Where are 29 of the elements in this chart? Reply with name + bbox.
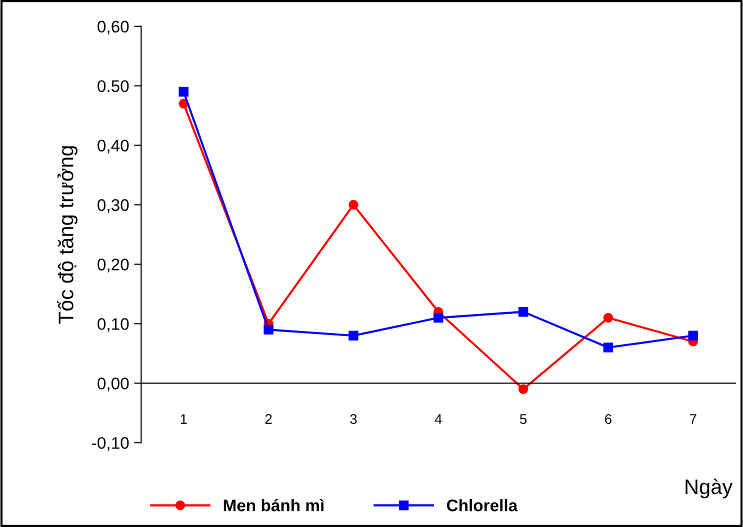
y-tick-label: 0,20 [98, 258, 129, 272]
x-tick-label: 4 [434, 414, 442, 424]
point [434, 312, 444, 323]
y-axis-title: Tốc độ tăng trưởng [57, 146, 78, 324]
x-axis-title: Ngày [686, 478, 733, 498]
point [688, 330, 698, 340]
y-tick-label: 0,30 [98, 199, 129, 213]
point [518, 384, 528, 394]
point [178, 86, 188, 97]
y-tick-label: 0.50 [98, 80, 129, 92]
y-tick-label: 0,60 [98, 20, 129, 35]
x-tick-label: 5 [520, 414, 527, 424]
y-tick-label: -0,10 [92, 437, 129, 451]
x-tick-label: 6 [605, 414, 612, 424]
x-tick-label: 1 [180, 414, 187, 424]
point [348, 330, 358, 340]
x-tick-label: 7 [690, 414, 696, 424]
point [518, 306, 528, 317]
y-tick-label: 0,40 [98, 140, 129, 154]
point [264, 324, 274, 335]
point [603, 342, 614, 352]
y-tick-label: 0,00 [98, 378, 129, 392]
legend-label: Men bánh mì [224, 498, 324, 512]
legend-label: Chlorella [446, 499, 518, 512]
point [348, 200, 358, 210]
y-tick-label: 0,10 [98, 318, 129, 332]
point [603, 312, 614, 323]
x-tick-label: 2 [265, 414, 272, 424]
x-tick-label: 3 [350, 414, 357, 424]
